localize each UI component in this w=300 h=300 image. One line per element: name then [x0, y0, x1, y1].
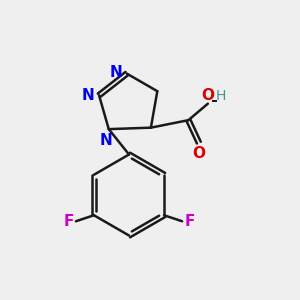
- Text: H: H: [215, 89, 226, 103]
- Text: O: O: [201, 88, 214, 103]
- Text: N: N: [99, 133, 112, 148]
- Text: N: N: [82, 88, 94, 103]
- Text: O: O: [192, 146, 206, 161]
- Text: N: N: [110, 64, 122, 80]
- Text: F: F: [184, 214, 195, 229]
- Text: F: F: [63, 214, 74, 229]
